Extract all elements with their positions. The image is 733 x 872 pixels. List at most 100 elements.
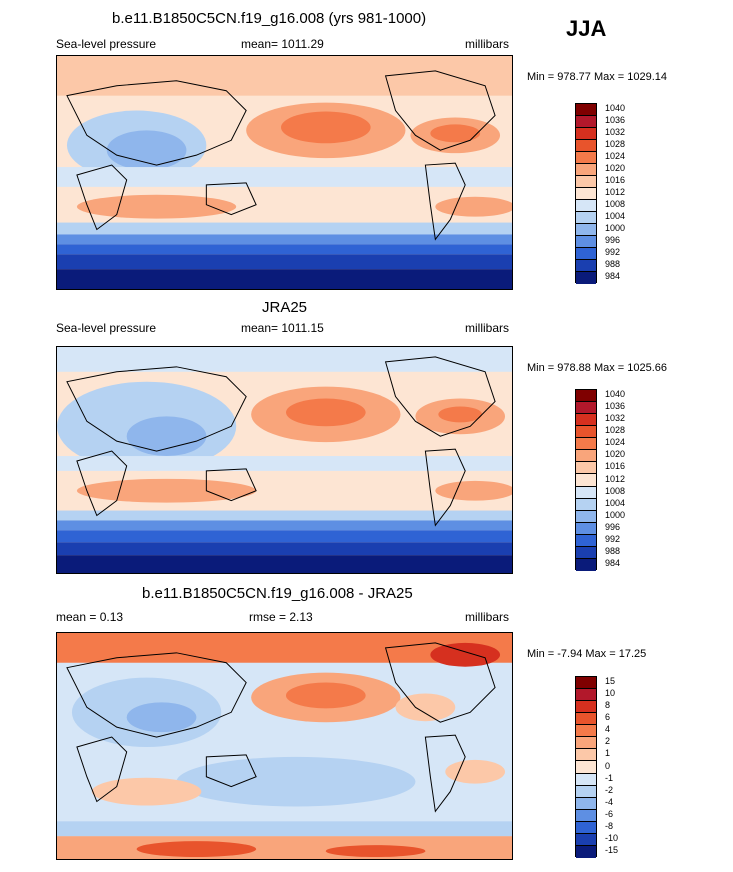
colorbar-tick-label: 1032 — [605, 127, 626, 137]
colorbar-tick-label: 4 — [605, 724, 611, 735]
panel3-map — [56, 632, 513, 860]
panel3-minmax-label: Min = -7.94 Max = 17.25 — [527, 648, 647, 660]
panel1-colorbar — [575, 103, 597, 284]
colorbar-swatch — [576, 414, 596, 427]
colorbar-tick-label: 8 — [605, 700, 611, 711]
colorbar-swatch — [576, 773, 596, 786]
panel2-units-label: millibars — [465, 321, 510, 335]
colorbar-swatch — [576, 116, 596, 128]
colorbar-swatch — [576, 713, 596, 726]
colorbar-tick-label: 1004 — [605, 211, 626, 221]
colorbar-tick-label: 1000 — [605, 509, 626, 520]
colorbar-swatch — [576, 462, 596, 475]
colorbar-swatch — [576, 486, 596, 499]
colorbar-tick-label: 1032 — [605, 413, 626, 424]
colorbar-swatch — [576, 510, 596, 523]
colorbar-tick-label: 1040 — [605, 389, 626, 400]
colorbar-swatch — [576, 104, 596, 116]
colorbar-swatch — [576, 761, 596, 774]
colorbar-swatch — [576, 534, 596, 547]
colorbar-tick-label: 984 — [605, 271, 621, 281]
panel2-map — [56, 346, 513, 574]
colorbar-swatch — [576, 140, 596, 152]
panel3-rmse-label: rmse = 2.13 — [249, 610, 313, 624]
colorbar-tick-label: -4 — [605, 796, 614, 807]
colorbar-swatch — [576, 212, 596, 224]
colorbar-swatch — [576, 260, 596, 272]
colorbar-swatch — [576, 833, 596, 846]
panel2-variable-label: Sea-level pressure — [56, 321, 157, 335]
colorbar-tick-label: 1008 — [605, 199, 626, 209]
colorbar-tick-label: 992 — [605, 533, 621, 544]
colorbar-swatch — [576, 426, 596, 439]
colorbar-swatch — [576, 128, 596, 140]
colorbar-tick-label: 1020 — [605, 449, 626, 460]
colorbar-tick-label: 984 — [605, 557, 621, 568]
colorbar-swatch — [576, 176, 596, 188]
colorbar-swatch — [576, 248, 596, 260]
season-label: JJA — [566, 16, 607, 41]
colorbar-tick-label: -15 — [605, 844, 619, 855]
colorbar-swatch — [576, 845, 596, 858]
colorbar-swatch — [576, 188, 596, 200]
panel2-mean-label: mean= 1011.15 — [241, 321, 324, 335]
colorbar-tick-label: 1004 — [605, 497, 626, 508]
colorbar-swatch — [576, 558, 596, 571]
panel1-contour-field — [57, 56, 512, 289]
colorbar-tick-label: 988 — [605, 545, 621, 556]
colorbar-tick-label: 988 — [605, 259, 621, 269]
colorbar-swatch — [576, 677, 596, 690]
colorbar-swatch — [576, 821, 596, 834]
colorbar-tick-label: 1028 — [605, 139, 626, 149]
colorbar-tick-label: 1012 — [605, 187, 626, 197]
panel3-contour-field — [57, 633, 512, 859]
colorbar-swatch — [576, 390, 596, 403]
colorbar-swatch — [576, 689, 596, 702]
colorbar-swatch — [576, 498, 596, 511]
panel2-colorbar — [575, 389, 597, 571]
colorbar-swatch — [576, 438, 596, 451]
colorbar-tick-label: 1016 — [605, 175, 626, 185]
panel3-title: b.e11.B1850C5CN.f19_g16.008 - JRA25 — [142, 585, 413, 602]
colorbar-swatch — [576, 450, 596, 463]
panel3-colorbar — [575, 676, 597, 858]
colorbar-tick-label: 1036 — [605, 115, 626, 125]
colorbar-tick-label: 996 — [605, 521, 621, 532]
colorbar-tick-label: 992 — [605, 247, 621, 257]
colorbar-swatch — [576, 797, 596, 810]
colorbar-swatch — [576, 749, 596, 762]
colorbar-swatch — [576, 164, 596, 176]
colorbar-swatch — [576, 474, 596, 487]
colorbar-tick-label: 1040 — [605, 103, 626, 113]
panel1-minmax-label: Min = 978.77 Max = 1029.14 — [527, 71, 668, 83]
colorbar-tick-label: -10 — [605, 832, 619, 843]
colorbar-swatch — [576, 272, 596, 284]
colorbar-tick-label: 1000 — [605, 223, 626, 233]
panel1-units-label: millibars — [465, 37, 510, 51]
colorbar-tick-label: -8 — [605, 820, 614, 831]
colorbar-swatch — [576, 522, 596, 535]
colorbar-tick-label: 1024 — [605, 437, 626, 448]
colorbar-tick-label: 1020 — [605, 163, 626, 173]
colorbar-tick-label: 2 — [605, 736, 611, 747]
panel1-mean-label: mean= 1011.29 — [241, 37, 324, 51]
panel2-minmax-label: Min = 978.88 Max = 1025.66 — [527, 362, 668, 374]
colorbar-tick-label: 15 — [605, 676, 616, 687]
colorbar-tick-label: 1 — [605, 748, 611, 759]
colorbar-tick-label: 1016 — [605, 461, 626, 472]
colorbar-tick-label: 10 — [605, 688, 616, 699]
colorbar-swatch — [576, 546, 596, 559]
colorbar-tick-label: 996 — [605, 235, 621, 245]
colorbar-swatch — [576, 224, 596, 236]
colorbar-tick-label: -2 — [605, 784, 614, 795]
panel2-contour-field — [57, 347, 512, 573]
colorbar-tick-label: 1024 — [605, 151, 626, 161]
colorbar-tick-label: 1008 — [605, 485, 626, 496]
colorbar-swatch — [576, 809, 596, 822]
colorbar-swatch — [576, 737, 596, 750]
colorbar-swatch — [576, 701, 596, 714]
panel3-units-label: millibars — [465, 610, 510, 624]
colorbar-tick-label: 6 — [605, 712, 611, 723]
colorbar-swatch — [576, 725, 596, 738]
colorbar-swatch — [576, 236, 596, 248]
